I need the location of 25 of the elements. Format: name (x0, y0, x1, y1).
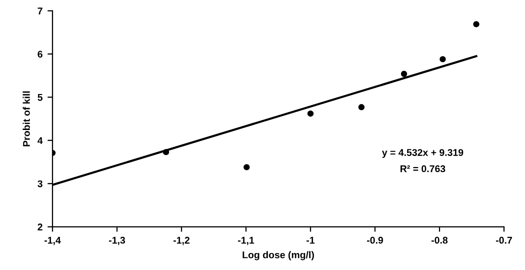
point (440, 56, 446, 62)
x-axis-title: Log dose (mg/l) (242, 251, 314, 260)
x-tick-label: -1,1 (238, 236, 254, 246)
point (307, 110, 314, 117)
y-tick-label: 5 (38, 94, 43, 101)
y-axis-title: Probit of kill (22, 91, 30, 146)
point (244, 164, 250, 170)
annotation: R² = 0.763 (400, 165, 446, 172)
y-tick-label: 4 (38, 137, 43, 144)
y-tick-label: 2 (38, 224, 42, 230)
point (400, 70, 408, 77)
y-tick-label: 6 (38, 50, 42, 58)
y-tick-label: 3 (38, 180, 42, 188)
point (358, 104, 365, 110)
point (473, 21, 480, 28)
x-tick-label: -0.7 (496, 236, 512, 244)
x-tick-label: -1,4 (44, 236, 61, 246)
x-tick-label: -1 (306, 236, 315, 244)
x-tick-label: -0.8 (432, 236, 448, 244)
x-tick-label: -1,3 (109, 236, 126, 246)
point (162, 148, 170, 156)
x-tick-label: -0.9 (367, 236, 384, 244)
annotation: y = 4.532x + 9.319 (382, 149, 464, 158)
y-tick-label: 7 (38, 8, 42, 14)
x-tick-label: -1,2 (174, 236, 190, 246)
